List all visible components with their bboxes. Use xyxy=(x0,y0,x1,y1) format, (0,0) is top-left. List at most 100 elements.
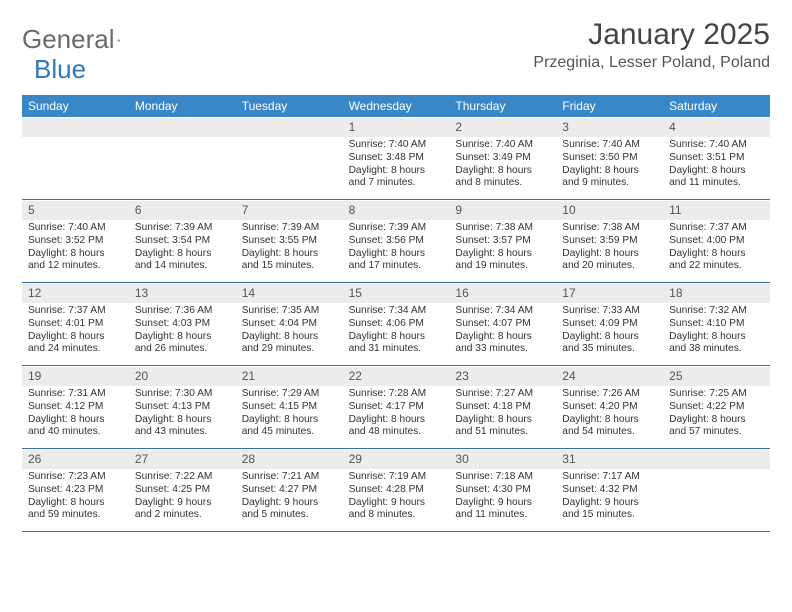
day-number: 20 xyxy=(129,366,236,386)
dow-cell: Saturday xyxy=(663,95,770,117)
day-cell: 12Sunrise: 7:37 AMSunset: 4:01 PMDayligh… xyxy=(22,283,129,365)
sunrise-text: Sunrise: 7:39 AM xyxy=(349,222,444,235)
day-body: Sunrise: 7:28 AMSunset: 4:17 PMDaylight:… xyxy=(343,386,450,443)
day-number-empty xyxy=(663,449,770,469)
day-cell: 5Sunrise: 7:40 AMSunset: 3:52 PMDaylight… xyxy=(22,200,129,282)
sunset-text: Sunset: 3:52 PM xyxy=(28,235,123,248)
day-body: Sunrise: 7:38 AMSunset: 3:59 PMDaylight:… xyxy=(556,220,663,277)
day-number: 1 xyxy=(343,117,450,137)
day-number: 3 xyxy=(556,117,663,137)
dow-cell: Monday xyxy=(129,95,236,117)
day-cell: 11Sunrise: 7:37 AMSunset: 4:00 PMDayligh… xyxy=(663,200,770,282)
day-number: 7 xyxy=(236,200,343,220)
day-body: Sunrise: 7:34 AMSunset: 4:06 PMDaylight:… xyxy=(343,303,450,360)
day-cell: 4Sunrise: 7:40 AMSunset: 3:51 PMDaylight… xyxy=(663,117,770,199)
daylight-text: Daylight: 8 hours and 24 minutes. xyxy=(28,331,123,357)
day-cell: 10Sunrise: 7:38 AMSunset: 3:59 PMDayligh… xyxy=(556,200,663,282)
day-cell: 18Sunrise: 7:32 AMSunset: 4:10 PMDayligh… xyxy=(663,283,770,365)
sunset-text: Sunset: 3:54 PM xyxy=(135,235,230,248)
sunset-text: Sunset: 3:51 PM xyxy=(669,152,764,165)
dow-cell: Friday xyxy=(556,95,663,117)
daylight-text: Daylight: 8 hours and 22 minutes. xyxy=(669,248,764,274)
sunset-text: Sunset: 3:56 PM xyxy=(349,235,444,248)
sunrise-text: Sunrise: 7:36 AM xyxy=(135,305,230,318)
day-number: 11 xyxy=(663,200,770,220)
daylight-text: Daylight: 8 hours and 59 minutes. xyxy=(28,497,123,523)
sunset-text: Sunset: 4:04 PM xyxy=(242,318,337,331)
daylight-text: Daylight: 8 hours and 54 minutes. xyxy=(562,414,657,440)
day-cell: 23Sunrise: 7:27 AMSunset: 4:18 PMDayligh… xyxy=(449,366,556,448)
calendar: SundayMondayTuesdayWednesdayThursdayFrid… xyxy=(22,95,770,532)
daylight-text: Daylight: 8 hours and 35 minutes. xyxy=(562,331,657,357)
daylight-text: Daylight: 8 hours and 40 minutes. xyxy=(28,414,123,440)
day-body: Sunrise: 7:34 AMSunset: 4:07 PMDaylight:… xyxy=(449,303,556,360)
sunrise-text: Sunrise: 7:28 AM xyxy=(349,388,444,401)
sunset-text: Sunset: 4:09 PM xyxy=(562,318,657,331)
day-body: Sunrise: 7:17 AMSunset: 4:32 PMDaylight:… xyxy=(556,469,663,526)
day-body: Sunrise: 7:29 AMSunset: 4:15 PMDaylight:… xyxy=(236,386,343,443)
day-number: 24 xyxy=(556,366,663,386)
day-cell: 22Sunrise: 7:28 AMSunset: 4:17 PMDayligh… xyxy=(343,366,450,448)
daylight-text: Daylight: 8 hours and 57 minutes. xyxy=(669,414,764,440)
daylight-text: Daylight: 8 hours and 8 minutes. xyxy=(455,165,550,191)
day-number: 10 xyxy=(556,200,663,220)
sunrise-text: Sunrise: 7:22 AM xyxy=(135,471,230,484)
day-body: Sunrise: 7:40 AMSunset: 3:50 PMDaylight:… xyxy=(556,137,663,194)
day-body: Sunrise: 7:37 AMSunset: 4:00 PMDaylight:… xyxy=(663,220,770,277)
day-cell: 15Sunrise: 7:34 AMSunset: 4:06 PMDayligh… xyxy=(343,283,450,365)
daylight-text: Daylight: 8 hours and 45 minutes. xyxy=(242,414,337,440)
day-number: 27 xyxy=(129,449,236,469)
day-body: Sunrise: 7:21 AMSunset: 4:27 PMDaylight:… xyxy=(236,469,343,526)
daylight-text: Daylight: 8 hours and 19 minutes. xyxy=(455,248,550,274)
sunset-text: Sunset: 4:20 PM xyxy=(562,401,657,414)
brand-name-1: General xyxy=(22,24,115,55)
sunset-text: Sunset: 4:13 PM xyxy=(135,401,230,414)
day-number: 15 xyxy=(343,283,450,303)
day-body: Sunrise: 7:18 AMSunset: 4:30 PMDaylight:… xyxy=(449,469,556,526)
sunrise-text: Sunrise: 7:30 AM xyxy=(135,388,230,401)
empty-cell xyxy=(236,117,343,199)
day-body: Sunrise: 7:40 AMSunset: 3:52 PMDaylight:… xyxy=(22,220,129,277)
sunset-text: Sunset: 4:28 PM xyxy=(349,484,444,497)
day-cell: 20Sunrise: 7:30 AMSunset: 4:13 PMDayligh… xyxy=(129,366,236,448)
day-body: Sunrise: 7:40 AMSunset: 3:48 PMDaylight:… xyxy=(343,137,450,194)
sunrise-text: Sunrise: 7:34 AM xyxy=(349,305,444,318)
day-cell: 2Sunrise: 7:40 AMSunset: 3:49 PMDaylight… xyxy=(449,117,556,199)
sunset-text: Sunset: 3:57 PM xyxy=(455,235,550,248)
day-cell: 29Sunrise: 7:19 AMSunset: 4:28 PMDayligh… xyxy=(343,449,450,531)
sunrise-text: Sunrise: 7:21 AM xyxy=(242,471,337,484)
sunrise-text: Sunrise: 7:33 AM xyxy=(562,305,657,318)
day-body: Sunrise: 7:38 AMSunset: 3:57 PMDaylight:… xyxy=(449,220,556,277)
sunrise-text: Sunrise: 7:40 AM xyxy=(349,139,444,152)
day-cell: 13Sunrise: 7:36 AMSunset: 4:03 PMDayligh… xyxy=(129,283,236,365)
day-number: 25 xyxy=(663,366,770,386)
day-cell: 24Sunrise: 7:26 AMSunset: 4:20 PMDayligh… xyxy=(556,366,663,448)
sunset-text: Sunset: 4:07 PM xyxy=(455,318,550,331)
sunset-text: Sunset: 3:50 PM xyxy=(562,152,657,165)
empty-cell xyxy=(22,117,129,199)
day-number: 13 xyxy=(129,283,236,303)
daylight-text: Daylight: 8 hours and 48 minutes. xyxy=(349,414,444,440)
sunset-text: Sunset: 4:01 PM xyxy=(28,318,123,331)
day-number: 16 xyxy=(449,283,556,303)
sunrise-text: Sunrise: 7:37 AM xyxy=(28,305,123,318)
sunset-text: Sunset: 3:49 PM xyxy=(455,152,550,165)
day-number: 31 xyxy=(556,449,663,469)
day-cell: 14Sunrise: 7:35 AMSunset: 4:04 PMDayligh… xyxy=(236,283,343,365)
day-number: 17 xyxy=(556,283,663,303)
week-row: 12Sunrise: 7:37 AMSunset: 4:01 PMDayligh… xyxy=(22,283,770,366)
day-number: 28 xyxy=(236,449,343,469)
page-title: January 2025 xyxy=(533,18,770,52)
day-number-empty xyxy=(129,117,236,137)
day-cell: 25Sunrise: 7:25 AMSunset: 4:22 PMDayligh… xyxy=(663,366,770,448)
sunrise-text: Sunrise: 7:32 AM xyxy=(669,305,764,318)
sunrise-text: Sunrise: 7:40 AM xyxy=(562,139,657,152)
sunrise-text: Sunrise: 7:19 AM xyxy=(349,471,444,484)
sunrise-text: Sunrise: 7:27 AM xyxy=(455,388,550,401)
sunrise-text: Sunrise: 7:39 AM xyxy=(242,222,337,235)
sunset-text: Sunset: 4:23 PM xyxy=(28,484,123,497)
day-number: 8 xyxy=(343,200,450,220)
week-row: 1Sunrise: 7:40 AMSunset: 3:48 PMDaylight… xyxy=(22,117,770,200)
day-body: Sunrise: 7:31 AMSunset: 4:12 PMDaylight:… xyxy=(22,386,129,443)
day-cell: 3Sunrise: 7:40 AMSunset: 3:50 PMDaylight… xyxy=(556,117,663,199)
